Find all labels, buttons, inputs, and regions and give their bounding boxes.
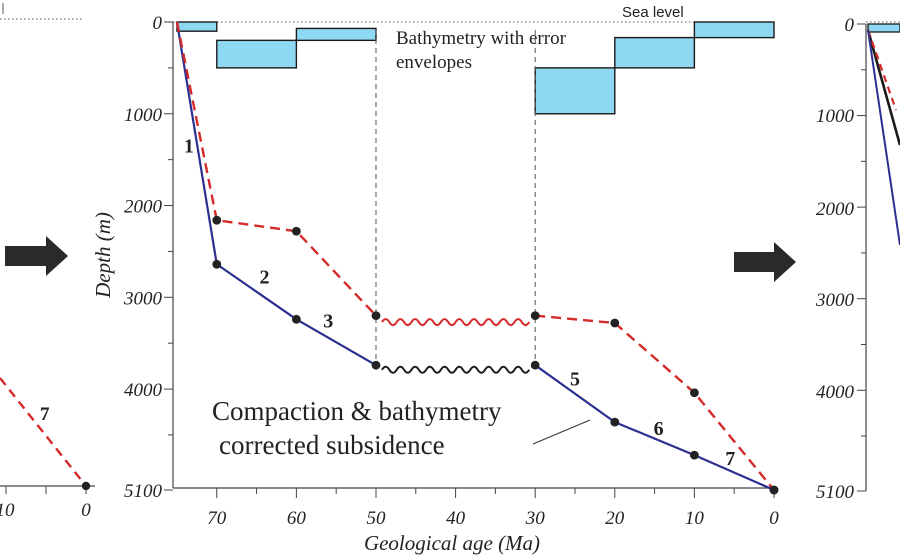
- blue-series-line: [175, 21, 377, 367]
- main-panel: 1 2 3 5 6 7 70 60 50 40 30 20 10 0 0 1000 2000 3000 4000…: [91, 4, 779, 555]
- right-panel-y-ticks: [857, 23, 866, 492]
- segment-label: 5: [570, 368, 580, 390]
- data-point: [530, 311, 540, 321]
- x-tick-label: 70: [207, 508, 227, 529]
- data-point: [371, 360, 381, 370]
- red-dashed-series-line: [535, 314, 775, 491]
- unconformity-wavy-lines: [381, 318, 531, 374]
- right-panel-red-dashed-line: [866, 29, 898, 111]
- data-point: [769, 485, 779, 495]
- x-tick-label: 0: [769, 508, 779, 529]
- data-points: [212, 215, 779, 495]
- y-tick-label: 0: [153, 13, 163, 34]
- segment-label: 6: [654, 418, 664, 440]
- y-tick-labels: 0 1000 2000 3000 4000 5100: [123, 13, 163, 502]
- left-partial-panel: 7 10 0: [0, 3, 95, 521]
- right-partial-panel: 0 1000 2000 3000 4000 5100: [734, 15, 900, 503]
- bathymetry-annotation-line1: Bathymetry with error: [396, 28, 567, 49]
- right-panel-y-tick-label: 4000: [816, 382, 855, 403]
- left-panel-x-tick-label-0: 0: [81, 500, 91, 521]
- right-panel-black-line: [866, 29, 900, 146]
- bathymetry-box: [216, 39, 298, 69]
- bathymetry-box: [534, 67, 616, 115]
- right-panel-blue-line: [867, 29, 900, 246]
- segment-label: 7: [725, 448, 735, 470]
- data-point: [610, 318, 620, 328]
- x-axis-title: Geological age (Ma): [364, 531, 540, 555]
- subsidence-annotation-leader: [532, 419, 591, 445]
- left-panel-dashed-red-line: [0, 377, 87, 487]
- bathymetry-box: [693, 21, 775, 39]
- red-dashed-series-line: [175, 21, 377, 317]
- unconformity-wavy-line: [381, 365, 531, 374]
- data-point: [212, 259, 222, 269]
- x-tick-label: 20: [605, 508, 625, 529]
- left-panel-segment-label: 7: [40, 404, 50, 425]
- data-point: [291, 314, 301, 324]
- bathymetry-boxes: [176, 21, 775, 115]
- y-tick-label: 1000: [124, 105, 163, 126]
- y-tick-label: 2000: [124, 197, 163, 218]
- right-arrow-icon: [734, 242, 796, 282]
- data-point: [291, 226, 301, 236]
- subsidence-series: [175, 21, 775, 492]
- bathymetry-box: [176, 21, 218, 32]
- data-point: [530, 360, 540, 370]
- y-tick-label: 5100: [124, 481, 163, 502]
- data-point: [689, 450, 699, 460]
- right-panel-bathymetry-box: [867, 23, 900, 33]
- bathymetry-annotation-line2: envelopes: [396, 52, 472, 73]
- blue-series-line: [534, 364, 775, 492]
- y-axis-title: Depth (m): [91, 212, 115, 299]
- x-tick-label: 10: [685, 508, 705, 529]
- segment-label: 1: [184, 135, 194, 157]
- right-panel-y-tick-label: 1000: [816, 106, 855, 127]
- sea-level-label: Sea level: [622, 4, 684, 21]
- unconformity-wavy-line: [381, 318, 531, 327]
- right-panel-y-tick-label: 0: [845, 15, 855, 36]
- data-point: [371, 311, 381, 321]
- data-point: [689, 388, 699, 398]
- subsidence-annotation-line2: corrected subsidence: [219, 430, 445, 460]
- main-axes: [164, 21, 778, 498]
- right-panel-y-tick-label: 3000: [815, 290, 855, 311]
- left-panel-data-point: [81, 481, 91, 491]
- data-point: [212, 215, 222, 225]
- unconformity-guide-lines: [375, 30, 536, 366]
- y-tick-label: 3000: [123, 288, 163, 309]
- subsidence-annotation-line1: Compaction & bathymetry: [212, 396, 502, 426]
- data-point: [610, 417, 620, 427]
- segment-label: 3: [323, 311, 333, 333]
- x-tick-label: 40: [446, 508, 466, 529]
- right-panel-y-tick-label: 2000: [816, 199, 855, 220]
- x-tick-label: 30: [525, 508, 546, 529]
- x-tick-label: 50: [366, 508, 386, 529]
- bathymetry-box: [295, 27, 377, 42]
- x-tick-labels: 70 60 50 40 30 20 10 0: [207, 508, 779, 529]
- left-panel-x-tick-label-10: 10: [0, 500, 15, 521]
- segment-labels: 1 2 3 5 6 7: [184, 135, 735, 470]
- right-panel-y-tick-label: 5100: [816, 482, 855, 503]
- bathymetry-box: [614, 36, 696, 69]
- y-tick-label: 4000: [124, 380, 163, 401]
- segment-label: 2: [260, 267, 270, 289]
- x-tick-label: 60: [287, 508, 307, 529]
- right-arrow-icon: [5, 236, 68, 276]
